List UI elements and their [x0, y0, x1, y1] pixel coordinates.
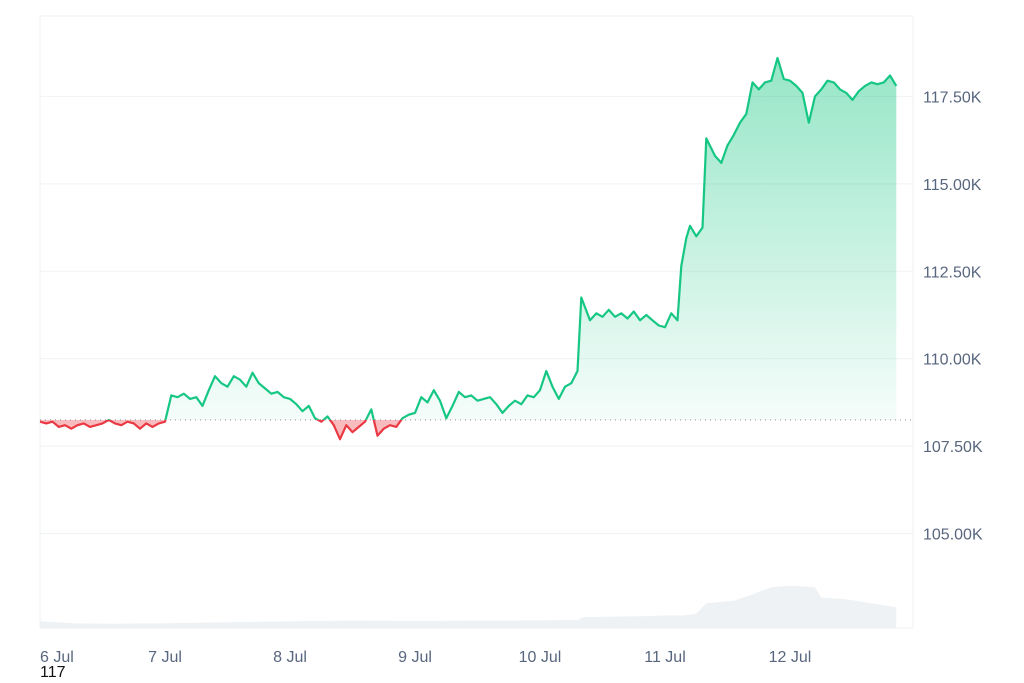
y-tick-label: 110.00K — [923, 352, 982, 369]
volume-fill — [40, 585, 897, 628]
price-areas — [40, 58, 897, 440]
x-tick-label: 10 Jul — [519, 649, 562, 666]
y-axis-ticks: 117.50K 115.00K 112.50K 110.00K 107.50K 105.0… — [923, 89, 983, 543]
y-tick-label: 107.50K — [923, 439, 983, 456]
x-axis-ticks: 6 Jul 7 Jul 8 Jul 9 Jul 10 Jul 11 Jul 12 Jul — [40, 649, 811, 666]
down-area-fill — [40, 419, 402, 440]
y-tick-label: 115.00K — [923, 177, 982, 194]
x-tick-label: 9 Jul — [398, 649, 432, 666]
price-line-up — [106, 56, 898, 420]
x-tick-label: 11 Jul — [644, 649, 686, 666]
y-tick-label: 105.00K — [923, 527, 983, 544]
x-tick-label: 7 Jul — [148, 649, 182, 666]
footer-value: 117 — [40, 664, 66, 681]
volume-area — [40, 585, 897, 628]
price-lines — [39, 56, 898, 441]
x-tick-label: 8 Jul — [273, 649, 307, 666]
y-tick-label: 112.50K — [923, 264, 982, 281]
up-area-fill — [40, 58, 897, 420]
x-tick-label: 12 Jul — [769, 649, 812, 666]
y-tick-label: 117.50K — [923, 89, 982, 106]
x-tick-label: 6 Jul — [40, 649, 74, 666]
